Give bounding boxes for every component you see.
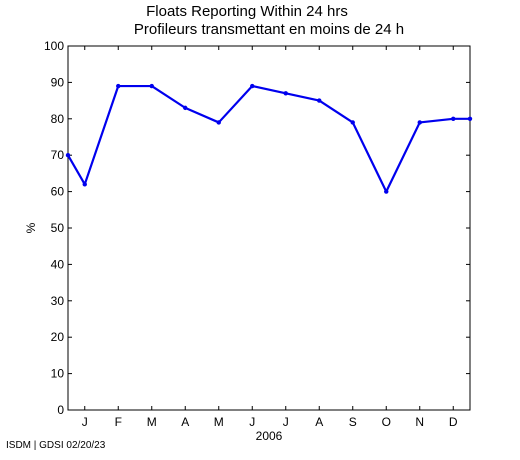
y-tick-label: 0 [57,403,64,417]
x-tick-label: J [82,415,88,429]
y-tick-label: 20 [51,330,65,344]
x-tick-label: M [214,415,224,429]
data-point [451,116,456,122]
y-tick-label: 90 [51,75,65,89]
series-layer [65,83,473,194]
y-tick-label: 10 [51,367,65,381]
x-axis-label: 2006 [256,429,283,443]
data-point [283,91,288,96]
data-point [384,189,389,194]
x-tick-label: J [249,415,255,429]
series-line [67,84,470,193]
y-tick-label: 80 [51,112,65,126]
chart-title-english: Floats Reporting Within 24 hrs [146,3,348,20]
data-point [350,120,355,125]
x-tick-label: M [147,415,157,429]
data-point [116,83,121,89]
y-tick-label: 30 [51,294,65,308]
x-tick-label: S [349,415,357,429]
data-point [467,116,473,122]
y-tick-label: 40 [51,257,65,271]
data-point [317,98,322,103]
data-point [183,105,188,111]
x-tick-label: D [449,415,458,429]
y-tick-label: 70 [51,148,65,162]
y-tick-label: 50 [51,221,65,235]
x-tick-label: A [181,415,189,429]
x-tick-label: O [382,415,391,429]
x-tick-label: J [283,415,289,429]
data-point [149,83,154,89]
x-tick-label: F [115,415,122,429]
y-tick-label: 100 [44,39,64,53]
chart-title-french: Profileurs transmettant en moins de 24 h [134,21,404,38]
data-point [82,182,87,187]
plot-frame [67,45,471,411]
data-point [250,83,255,89]
data-point [216,120,221,125]
data-point [65,153,71,158]
y-tick-label: 60 [51,185,65,199]
x-tick-label: N [415,415,424,429]
y-axis-label: % [24,222,38,233]
footer-credit: ISDM | GDSI 02/20/23 [6,440,106,451]
y-axis: 0 10 20 30 40 50 60 70 80 90 100 [44,39,470,417]
data-point [417,120,422,125]
x-tick-label: A [315,415,323,429]
